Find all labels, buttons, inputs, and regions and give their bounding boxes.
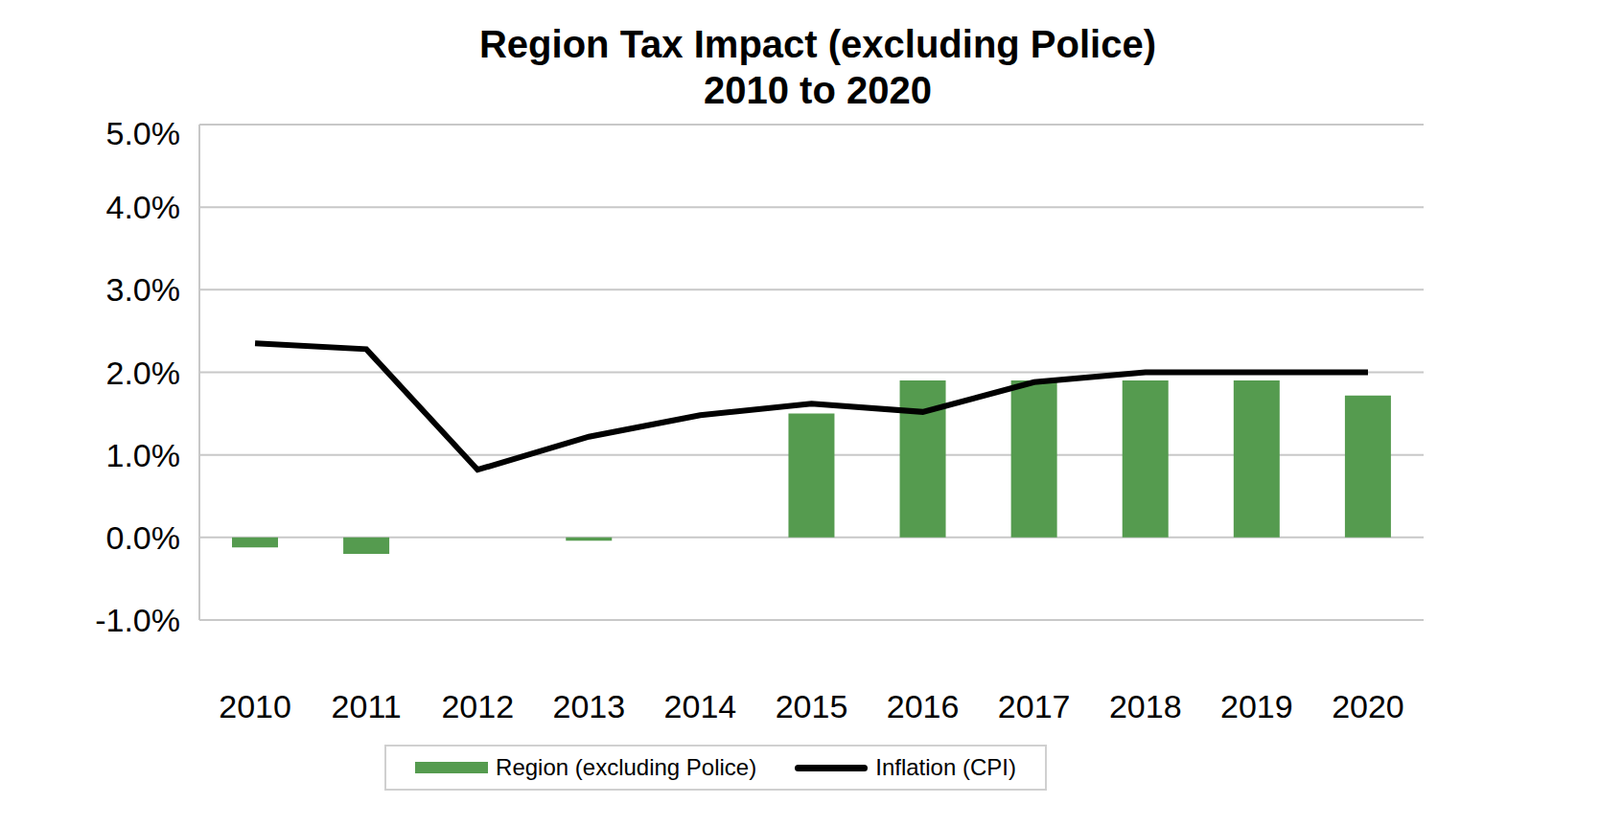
svg-text:2013: 2013: [552, 688, 626, 725]
svg-text:3.0%: 3.0%: [106, 271, 182, 308]
svg-text:2016: 2016: [886, 688, 960, 725]
html-text:Region (excluding Police): Region (excluding Police): [495, 754, 757, 781]
svg-text:2012: 2012: [440, 688, 514, 725]
svg-text:1.0%: 1.0%: [106, 437, 182, 474]
svg-text:2.0%: 2.0%: [106, 354, 182, 392]
html-text:2010 to 2020: 2010 to 2020: [703, 69, 932, 112]
svg-text:2020: 2020: [1331, 688, 1405, 725]
html-text:Region Tax Impact (excluding P: Region Tax Impact (excluding Police): [479, 23, 1157, 66]
svg-text:2014: 2014: [664, 688, 738, 725]
svg-text:0.0%: 0.0%: [106, 519, 182, 557]
svg-text:2011: 2011: [331, 688, 402, 725]
html-text:Inflation (CPI): Inflation (CPI): [875, 754, 1017, 781]
svg-text:5.0%: 5.0%: [106, 115, 182, 152]
svg-text:2018: 2018: [1109, 688, 1183, 725]
svg-text:2015: 2015: [775, 688, 849, 725]
svg-text:4.0%: 4.0%: [106, 188, 182, 226]
svg-text:2010: 2010: [218, 688, 292, 725]
svg-text:2017: 2017: [997, 688, 1071, 725]
svg-text:2019: 2019: [1220, 688, 1294, 725]
svg-text:-1.0%: -1.0%: [94, 602, 181, 639]
